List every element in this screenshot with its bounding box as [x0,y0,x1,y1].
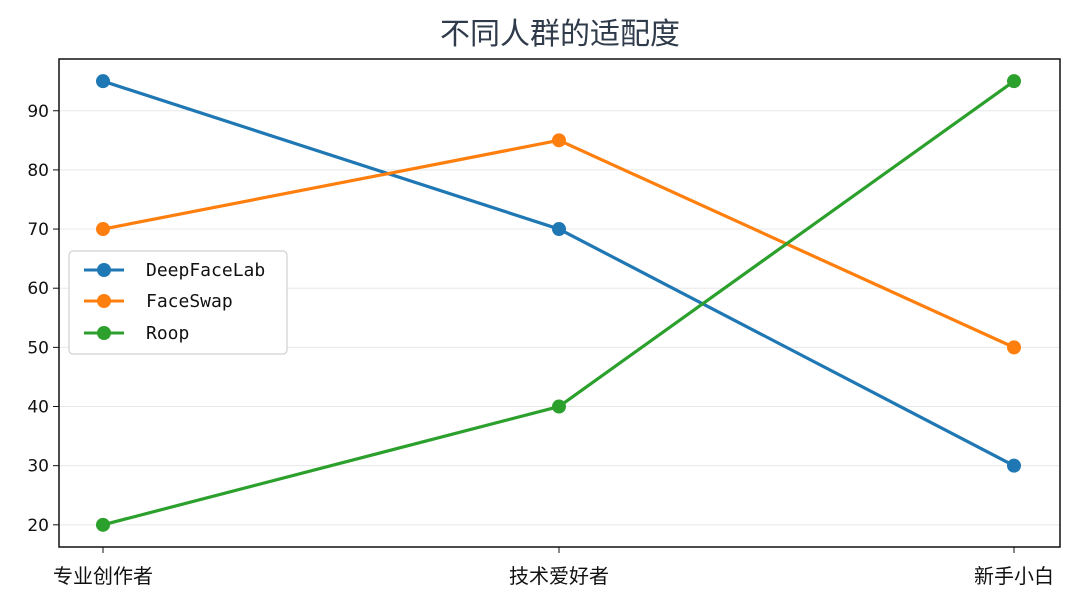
y-tick-label-20: 20 [27,516,49,536]
data-point-deepfacelab-0 [96,74,110,89]
data-point-roop-1 [552,399,566,414]
legend: DeepFaceLab FaceSwap Roop [68,250,288,355]
data-point-faceswap-1 [552,133,566,148]
legend-marker-dot-deepfacelab [97,263,111,277]
y-tick-label-70: 70 [27,220,49,240]
axes: 20 30 40 50 60 70 80 90 专业创作者 技术爱好者 新手小白 [27,58,1061,588]
y-tick-label-50: 50 [27,338,49,358]
y-tick-label-60: 60 [27,279,49,299]
y-tick-label-40: 40 [27,398,49,418]
legend-marker-dot-faceswap [97,294,111,308]
x-tick-label-0: 专业创作者 [53,564,153,588]
data-point-faceswap-2 [1007,340,1021,355]
data-point-deepfacelab-1 [552,222,566,237]
x-tick-label-2: 新手小白 [974,564,1054,588]
legend-label-roop: Roop [146,323,189,344]
legend-box [68,250,288,355]
legend-label-deepfacelab: DeepFaceLab [146,260,265,281]
legend-marker-dot-roop [97,326,111,340]
y-tick-label-90: 90 [27,102,49,122]
x-tick-label-1: 技术爱好者 [509,564,609,588]
y-tick-label-80: 80 [27,161,49,181]
y-tick-label-30: 30 [27,457,49,477]
data-point-roop-0 [96,517,110,532]
data-point-faceswap-0 [96,222,110,237]
series-layer [96,74,1021,532]
chart-title: 不同人群的适配度 [440,17,680,52]
legend-label-faceswap: FaceSwap [146,291,233,312]
data-point-deepfacelab-2 [1007,458,1021,473]
data-point-roop-2 [1007,74,1021,89]
